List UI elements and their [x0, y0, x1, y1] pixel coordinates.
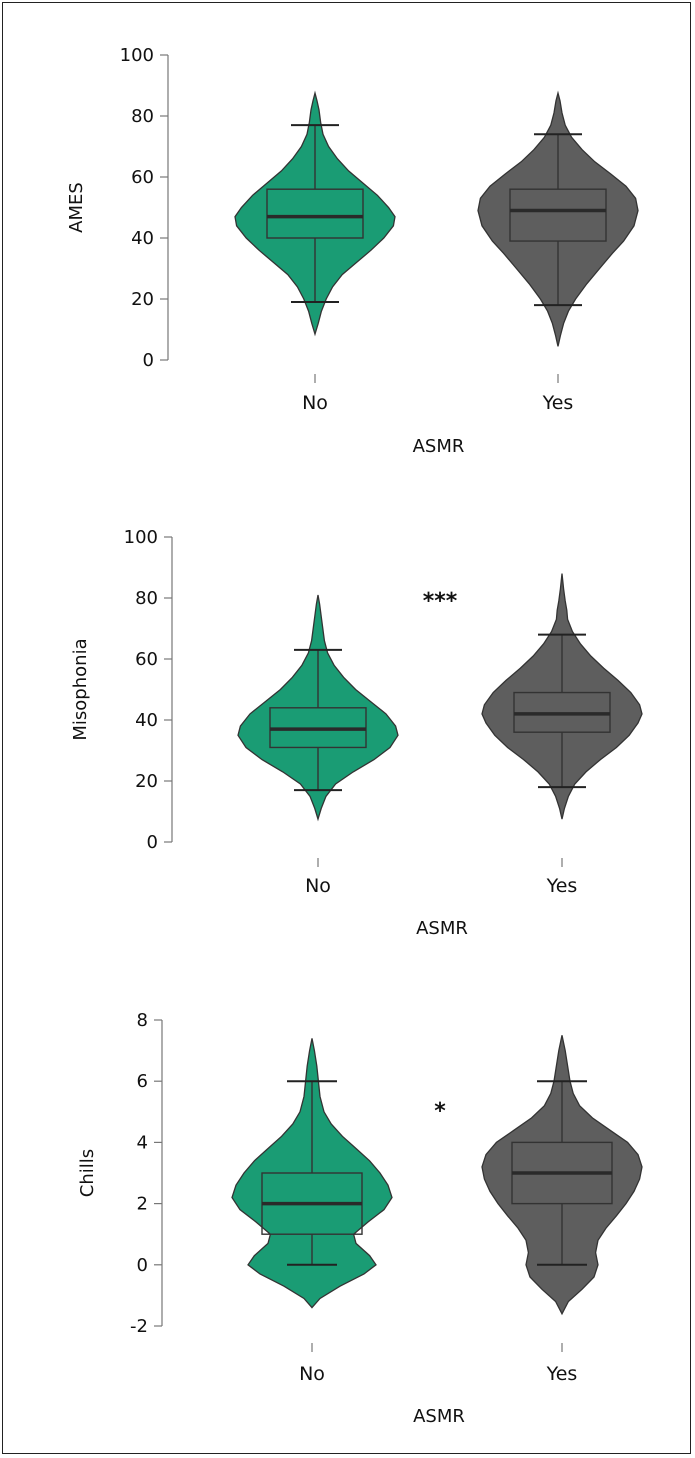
- y-tick-label: 40: [131, 228, 154, 249]
- y-tick-label: 20: [131, 289, 154, 310]
- y-tick-label: 20: [135, 771, 158, 792]
- x-axis-label: ASMR: [416, 918, 468, 939]
- x-tick-label: No: [302, 392, 328, 414]
- y-tick-label: 60: [131, 167, 154, 188]
- panel-ames: 0 20 40 60 80 100 AMES No Yes ASMR: [66, 45, 639, 457]
- y-tick-label: 0: [143, 350, 154, 371]
- y-tick-label: 80: [135, 588, 158, 609]
- x-axis-label: ASMR: [413, 436, 465, 457]
- x-tick-label: Yes: [546, 1363, 578, 1385]
- y-tick-label: 60: [135, 649, 158, 670]
- y-axis-label: Misophonia: [70, 638, 91, 740]
- y-tick-label: 100: [124, 527, 158, 548]
- significance-marker: *: [434, 1099, 446, 1124]
- x-axis-label: ASMR: [413, 1406, 465, 1427]
- y-tick-label: 2: [137, 1194, 148, 1215]
- panel-misophonia: 0 20 40 60 80 100 Misophonia No Yes ASMR ***: [70, 527, 643, 939]
- y-tick-label: 40: [135, 710, 158, 731]
- y-axis-label: AMES: [66, 182, 87, 233]
- y-tick-label: 8: [137, 1010, 148, 1031]
- x-tick-label: No: [305, 875, 331, 897]
- y-tick-label: 0: [137, 1255, 148, 1276]
- panel-chills: -2 0 2 4 6 8 Chills No Yes ASMR *: [77, 1010, 643, 1427]
- significance-marker: ***: [423, 589, 458, 614]
- y-tick-label: 4: [137, 1132, 148, 1153]
- box-iqr: [509, 188, 607, 242]
- x-tick-label: Yes: [542, 392, 574, 414]
- y-tick-label: -2: [130, 1316, 148, 1337]
- box-iqr: [266, 188, 364, 239]
- y-tick-label: 80: [131, 106, 154, 127]
- violin-yes: [481, 573, 643, 820]
- y-tick-label: 6: [137, 1071, 148, 1092]
- violin-no: [234, 90, 396, 337]
- y-axis-label: Chills: [77, 1149, 98, 1197]
- y-tick-label: 100: [120, 45, 154, 66]
- y-tick-label: 0: [147, 832, 158, 853]
- x-tick-label: Yes: [546, 875, 578, 897]
- x-tick-label: No: [299, 1363, 325, 1385]
- violin-yes: [477, 90, 639, 347]
